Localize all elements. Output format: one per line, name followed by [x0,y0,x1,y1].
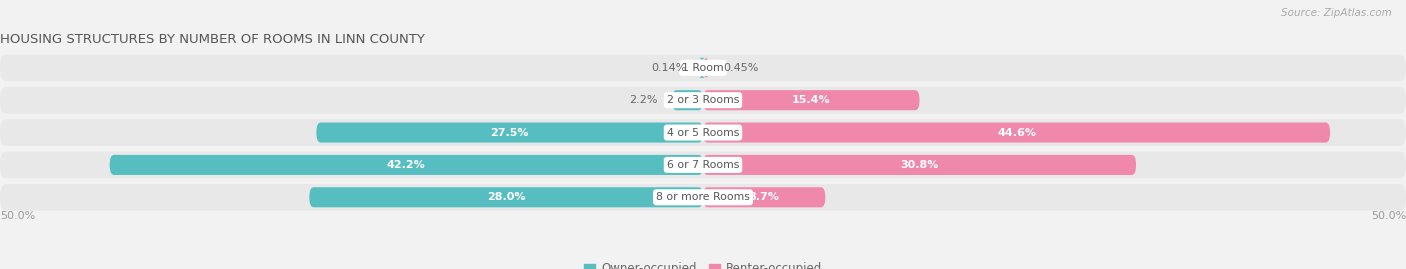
FancyBboxPatch shape [0,55,1406,81]
Text: Source: ZipAtlas.com: Source: ZipAtlas.com [1281,8,1392,18]
Text: 6 or 7 Rooms: 6 or 7 Rooms [666,160,740,170]
Text: 28.0%: 28.0% [486,192,526,202]
FancyBboxPatch shape [703,90,920,110]
FancyBboxPatch shape [699,58,706,78]
Text: HOUSING STRUCTURES BY NUMBER OF ROOMS IN LINN COUNTY: HOUSING STRUCTURES BY NUMBER OF ROOMS IN… [0,33,425,46]
Text: 44.6%: 44.6% [997,128,1036,137]
FancyBboxPatch shape [309,187,703,207]
Text: 15.4%: 15.4% [792,95,831,105]
FancyBboxPatch shape [703,122,1330,143]
Text: 0.14%: 0.14% [651,63,688,73]
Text: 42.2%: 42.2% [387,160,426,170]
FancyBboxPatch shape [0,184,1406,211]
FancyBboxPatch shape [110,155,703,175]
Text: 0.45%: 0.45% [723,63,759,73]
FancyBboxPatch shape [672,90,703,110]
Text: 2 or 3 Rooms: 2 or 3 Rooms [666,95,740,105]
Text: 2.2%: 2.2% [630,95,658,105]
FancyBboxPatch shape [703,155,1136,175]
FancyBboxPatch shape [316,122,703,143]
FancyBboxPatch shape [703,58,710,78]
Text: 1 Room: 1 Room [682,63,724,73]
FancyBboxPatch shape [0,87,1406,114]
FancyBboxPatch shape [0,152,1406,178]
Text: 27.5%: 27.5% [491,128,529,137]
Text: 30.8%: 30.8% [900,160,939,170]
Text: 8 or more Rooms: 8 or more Rooms [657,192,749,202]
Text: 4 or 5 Rooms: 4 or 5 Rooms [666,128,740,137]
Legend: Owner-occupied, Renter-occupied: Owner-occupied, Renter-occupied [579,258,827,269]
Text: 50.0%: 50.0% [0,211,35,221]
FancyBboxPatch shape [0,119,1406,146]
Text: 50.0%: 50.0% [1371,211,1406,221]
Text: 8.7%: 8.7% [749,192,779,202]
FancyBboxPatch shape [703,187,825,207]
